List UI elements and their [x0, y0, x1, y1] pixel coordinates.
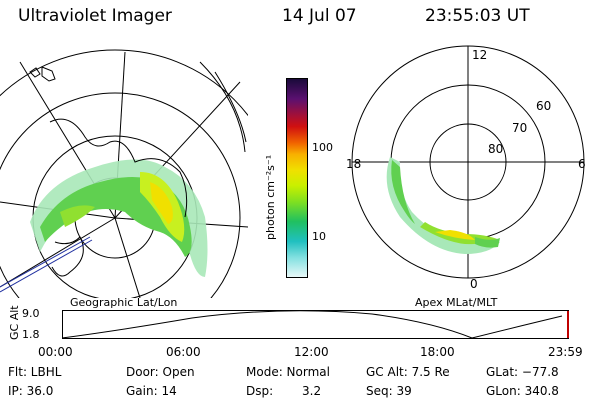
dsp-value: 3.2 — [302, 384, 322, 398]
magnetic-polar-map: 12 0 18 6 60 70 80 — [346, 45, 586, 291]
mlat-label-60: 60 — [536, 99, 551, 113]
mlt-label-6: 6 — [578, 157, 586, 171]
orbit-ytick-top: 9.0 — [22, 307, 40, 320]
colorbar — [286, 78, 308, 278]
aurora-emission-magnetic — [386, 157, 500, 254]
mlat-label-70: 70 — [512, 121, 527, 135]
mlat-label-80: 80 — [488, 142, 503, 156]
orbit-xtick-1800: 18:00 — [420, 345, 455, 359]
orbit-xtick-0000: 00:00 — [38, 345, 73, 359]
dsp-label: Dsp: — [246, 384, 274, 398]
orbit-xtick-0600: 06:00 — [166, 345, 201, 359]
satellite-track — [0, 236, 93, 293]
mlt-label-12: 12 — [472, 48, 487, 62]
altitude-curve — [62, 310, 563, 339]
geographic-map — [0, 49, 248, 298]
glon-label: GLon: 340.8 — [486, 384, 559, 398]
colorbar-unit-label: photon cm⁻²s⁻¹ — [264, 154, 277, 240]
mode-label: Mode: Normal — [246, 365, 330, 379]
orbit-altitude-plot — [62, 310, 569, 339]
glat-label: GLat: −77.8 — [486, 365, 559, 379]
gc-altitude-label: GC Alt: 7.5 Re — [366, 365, 450, 379]
lat-circle — [0, 92, 241, 298]
instrument-title: Ultraviolet Imager — [18, 6, 172, 26]
aurora-emission-geographic — [30, 159, 208, 277]
orbit-xtick-1200: 12:00 — [294, 345, 329, 359]
date-label: 14 Jul 07 — [282, 6, 357, 26]
colorbar-tick-100: 100 — [312, 141, 333, 154]
colorbar-tick-10: 10 — [312, 230, 326, 243]
orbit-ylabel: GC Alt — [8, 305, 21, 340]
filter-label: Flt: LBHL — [8, 365, 62, 379]
ip-label: IP: 36.0 — [8, 384, 54, 398]
orbit-ytick-bottom: 1.8 — [22, 328, 40, 341]
lat-circle — [0, 49, 248, 117]
mlt-label-0: 0 — [470, 277, 478, 291]
sequence-label: Seq: 39 — [366, 384, 412, 398]
door-label: Door: Open — [126, 365, 195, 379]
mlt-label-18: 18 — [346, 157, 361, 171]
orbit-xtick-2359: 23:59 — [548, 345, 583, 359]
right-map-caption: Apex MLat/MLT — [415, 296, 498, 309]
left-map-caption: Geographic Lat/Lon — [70, 296, 178, 309]
gain-label: Gain: 14 — [126, 384, 177, 398]
coastline — [29, 66, 188, 277]
time-label: 23:55:03 UT — [425, 6, 530, 26]
